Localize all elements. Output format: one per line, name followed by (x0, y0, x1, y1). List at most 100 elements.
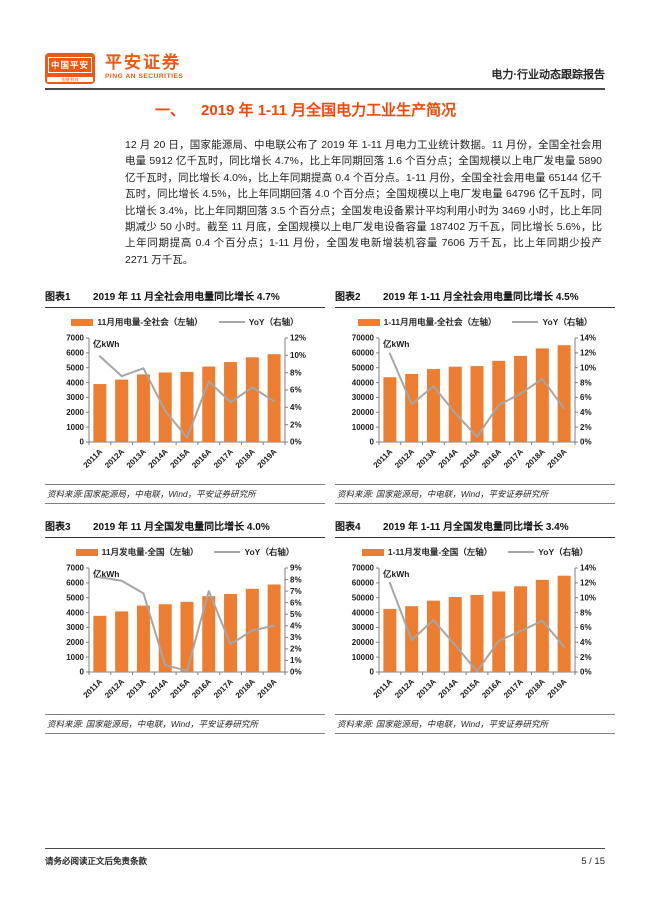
brand-name-en: PING AN SECURITIES (105, 73, 184, 80)
svg-text:2016A: 2016A (190, 447, 213, 470)
charts-grid: 图表1 2019 年 11 月全社会用电量同比增长 4.7% 11月用电量-全社… (45, 288, 615, 734)
svg-text:2%: 2% (290, 420, 302, 429)
svg-text:2019A: 2019A (545, 677, 568, 700)
bar-swatch-icon (361, 548, 384, 556)
legend-item-bar: 11月用电量-全社会（左轴） (71, 316, 203, 328)
figure-title: 2019 年 1-11 月全社会用电量同比增长 4.5% (383, 292, 579, 303)
svg-text:7000: 7000 (66, 334, 84, 343)
svg-text:4%: 4% (580, 638, 592, 647)
svg-text:2016A: 2016A (480, 447, 503, 470)
svg-text:2%: 2% (580, 653, 592, 662)
legend-label: 11月用电量-全社会（左轴） (97, 317, 203, 327)
svg-text:0%: 0% (290, 668, 302, 677)
svg-text:2012A: 2012A (103, 677, 126, 700)
figure-title: 2019 年 11 月全社会用电量同比增长 4.7% (93, 292, 280, 303)
svg-text:2011A: 2011A (372, 447, 395, 470)
figure-source: 资料来源: 国家能源局，中电联，Wind，平安证券研究所 (335, 714, 615, 734)
disclaimer-text: 请务必阅读正文后免责条款 (45, 856, 148, 866)
svg-text:10000: 10000 (352, 653, 375, 662)
figure-label: 图表2 (335, 292, 361, 303)
legend-label: 1-11月发电量-全国（左轴） (387, 547, 493, 557)
brand-text: 平安证券 PING AN SECURITIES (105, 53, 184, 81)
figure-header: 图表2 2019 年 1-11 月全社会用电量同比增长 4.5% (335, 288, 615, 308)
svg-text:4%: 4% (580, 408, 592, 417)
svg-text:3%: 3% (290, 633, 302, 642)
figure-label: 图表4 (335, 522, 361, 533)
svg-text:8%: 8% (290, 575, 302, 584)
svg-text:亿kWh: 亿kWh (383, 569, 409, 579)
svg-text:0%: 0% (580, 438, 592, 447)
svg-text:0: 0 (80, 668, 85, 677)
svg-text:2011A: 2011A (372, 677, 395, 700)
bar-swatch-icon (75, 548, 98, 556)
bar-line-chart: 0 10000 20000 30000 40000 50000 60000 70000 0% 2%… (352, 564, 596, 700)
svg-text:6%: 6% (580, 393, 592, 402)
svg-text:0: 0 (370, 438, 375, 447)
bar-line-chart: 0 1000 2000 3000 4000 5000 6000 7000 0% 2% 4% 6% 8% 1… (66, 334, 306, 470)
svg-text:2015A: 2015A (168, 677, 191, 700)
legend-item-line: YoY（右轴） (218, 316, 299, 328)
svg-text:2019A: 2019A (255, 447, 278, 470)
svg-text:2017A: 2017A (502, 677, 525, 700)
section-title-text: 2019 年 1-11 月全国电力工业生产简况 (201, 102, 457, 119)
svg-text:0%: 0% (290, 438, 302, 447)
svg-text:2012A: 2012A (393, 677, 416, 700)
legend-label: YoY（右轴） (538, 547, 589, 557)
svg-text:1%: 1% (290, 656, 302, 665)
svg-text:2017A: 2017A (502, 447, 525, 470)
legend-item-line: YoY（右轴） (508, 546, 588, 558)
svg-text:2013A: 2013A (125, 447, 148, 470)
svg-text:2014A: 2014A (147, 447, 170, 470)
report-type-label: 电力·行业动态跟踪报告 (491, 69, 605, 81)
svg-text:9%: 9% (290, 564, 302, 573)
line-swatch-icon (508, 551, 535, 553)
svg-text:12%: 12% (290, 334, 306, 343)
svg-text:7000: 7000 (66, 564, 84, 573)
svg-text:10%: 10% (580, 363, 596, 372)
figure-source: 资料来源: 国家能源局，中电联，Wind，平安证券研究所 (335, 484, 615, 504)
svg-text:6%: 6% (290, 386, 302, 395)
svg-text:5%: 5% (290, 610, 302, 619)
legend-label: 1-11月用电量-全社会（左轴） (383, 317, 497, 327)
figure-label: 图表1 (45, 292, 71, 303)
svg-text:5000: 5000 (66, 593, 84, 602)
pingan-logo: 中国平安 金融·科技 (45, 53, 95, 84)
svg-text:亿kWh: 亿kWh (93, 569, 119, 579)
figure-panel-4: 图表4 2019 年 1-11 月全国发电量同比增长 3.4% 1-11月发电量… (335, 518, 615, 734)
legend-label: YoY（右轴） (542, 317, 593, 327)
svg-text:2%: 2% (580, 423, 592, 432)
logo-text: 中国平安 (48, 57, 92, 73)
legend-label: 11月发电量-全国（左轴） (101, 547, 199, 557)
svg-text:6000: 6000 (66, 349, 84, 358)
legend-item-bar: 11月发电量-全国（左轴） (75, 546, 199, 558)
svg-text:2018A: 2018A (234, 677, 257, 700)
chart-legend: 11月用电量-全社会（左轴） YoY（右轴） (45, 316, 325, 328)
brand-block: 中国平安 金融·科技 平安证券 PING AN SECURITIES (45, 53, 183, 84)
svg-text:40000: 40000 (352, 608, 375, 617)
logo-subtext: 金融·科技 (47, 77, 93, 82)
svg-text:50000: 50000 (352, 363, 375, 372)
figure-panel-2: 图表2 2019 年 1-11 月全社会用电量同比增长 4.5% 1-11月用电… (335, 288, 615, 504)
legend-item-bar: 1-11月用电量-全社会（左轴） (357, 316, 497, 328)
svg-text:4000: 4000 (66, 378, 84, 387)
legend-label: YoY（右轴） (244, 547, 295, 557)
svg-text:3000: 3000 (66, 623, 84, 632)
bar-swatch-icon (357, 318, 380, 326)
svg-text:70000: 70000 (352, 334, 375, 343)
svg-text:12%: 12% (580, 579, 596, 588)
svg-text:10000: 10000 (352, 423, 375, 432)
svg-text:8%: 8% (580, 378, 592, 387)
svg-text:2018A: 2018A (524, 447, 547, 470)
footer-row: 请务必阅读正文后免责条款 5 / 15 (45, 849, 605, 867)
svg-text:3000: 3000 (66, 393, 84, 402)
svg-text:7%: 7% (290, 587, 302, 596)
svg-text:2000: 2000 (66, 408, 84, 417)
svg-text:40000: 40000 (352, 378, 375, 387)
svg-text:2013A: 2013A (415, 447, 438, 470)
svg-text:30000: 30000 (352, 623, 375, 632)
page-header: 中国平安 金融·科技 平安证券 PING AN SECURITIES 电力·行业… (45, 48, 605, 84)
svg-text:2018A: 2018A (524, 677, 547, 700)
svg-text:2015A: 2015A (458, 677, 481, 700)
svg-text:2011A: 2011A (82, 677, 105, 700)
svg-text:2014A: 2014A (437, 447, 460, 470)
